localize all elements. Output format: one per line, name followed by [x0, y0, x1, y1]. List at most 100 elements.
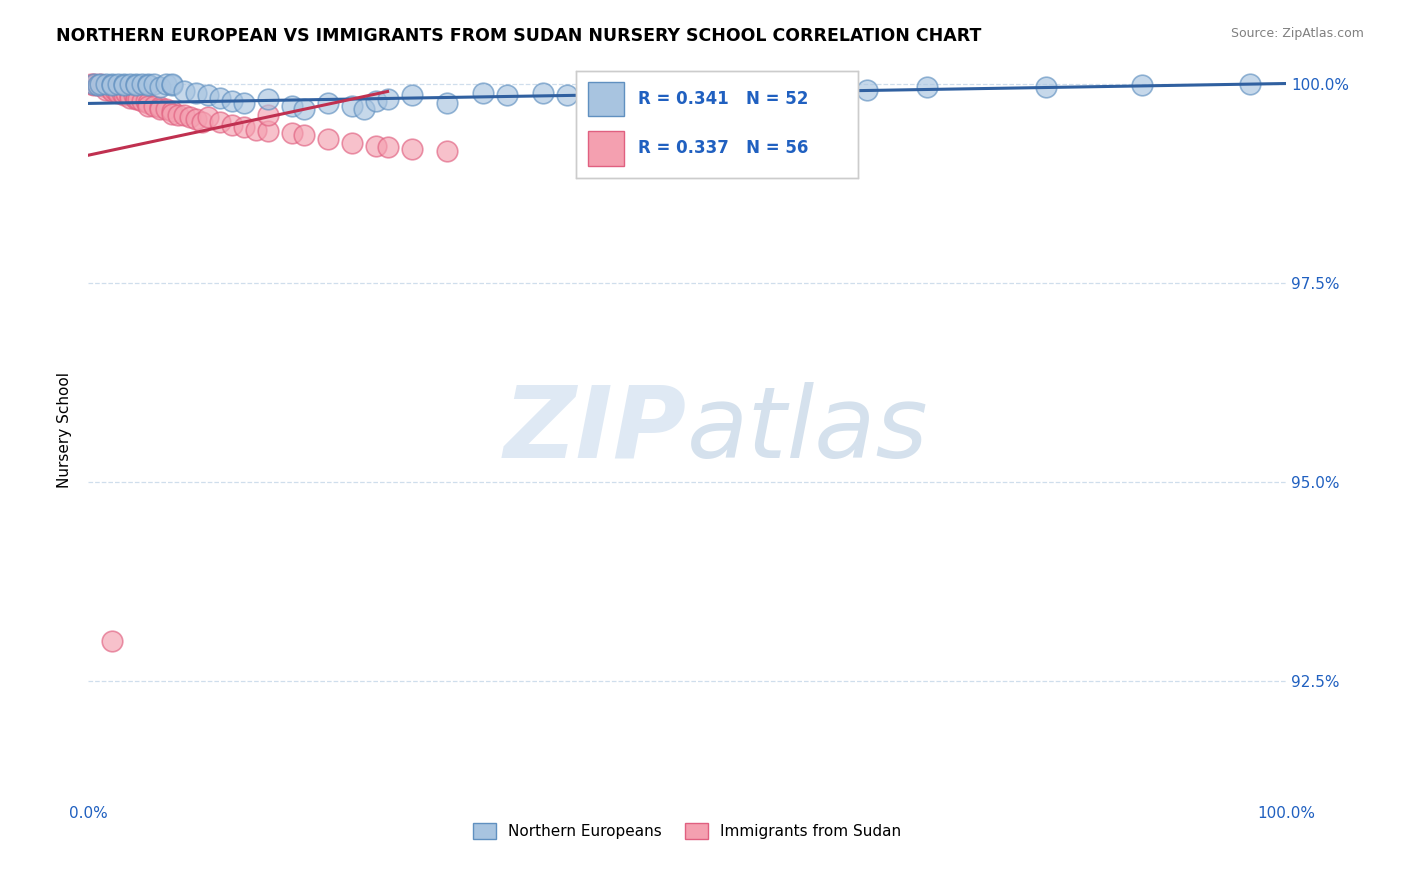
Point	[281, 99, 304, 113]
Point	[436, 96, 458, 111]
Point	[98, 80, 121, 95]
Point	[173, 108, 195, 122]
Point	[149, 80, 172, 95]
Point	[101, 83, 124, 97]
Point	[120, 77, 142, 91]
Point	[915, 80, 938, 95]
Point	[94, 77, 117, 91]
Point	[127, 92, 149, 106]
Point	[340, 99, 363, 113]
Point	[135, 94, 157, 108]
Point	[89, 77, 111, 91]
Point	[143, 99, 166, 113]
Point	[232, 120, 254, 135]
Point	[89, 78, 111, 92]
Point	[107, 77, 129, 91]
Point	[221, 94, 243, 108]
Point	[91, 78, 114, 92]
Point	[125, 78, 148, 92]
Point	[592, 85, 614, 99]
Point	[173, 85, 195, 99]
Point	[107, 85, 129, 99]
Point	[184, 86, 207, 100]
Point	[377, 140, 399, 154]
Point	[103, 83, 125, 97]
Point	[1130, 78, 1153, 92]
Point	[87, 78, 110, 92]
Point	[111, 86, 134, 100]
Point	[136, 99, 159, 113]
Point	[112, 88, 135, 103]
Bar	[588, 131, 624, 166]
Point	[221, 118, 243, 132]
Point	[555, 88, 578, 103]
Point	[107, 86, 129, 100]
Point	[1035, 80, 1057, 95]
Point	[94, 80, 117, 95]
Point	[136, 96, 159, 111]
Point	[101, 78, 124, 92]
Point	[83, 77, 105, 91]
Point	[292, 102, 315, 116]
Point	[197, 88, 219, 103]
Bar	[588, 82, 624, 116]
Text: R = 0.337   N = 56: R = 0.337 N = 56	[638, 139, 808, 157]
Point	[364, 94, 387, 108]
Point	[281, 126, 304, 140]
Point	[79, 77, 101, 91]
Point	[160, 77, 183, 91]
Point	[353, 102, 375, 116]
Point	[112, 85, 135, 99]
Point	[531, 86, 554, 100]
Point	[101, 634, 124, 648]
Text: atlas: atlas	[688, 382, 929, 479]
Legend: Northern Europeans, Immigrants from Sudan: Northern Europeans, Immigrants from Suda…	[467, 817, 907, 845]
Text: R = 0.341   N = 52: R = 0.341 N = 52	[638, 90, 808, 108]
Point	[131, 77, 153, 91]
Point	[1239, 77, 1261, 91]
Point	[256, 108, 278, 122]
Point	[167, 108, 190, 122]
Point	[125, 92, 148, 106]
Point	[316, 96, 339, 111]
Point	[89, 77, 111, 91]
Point	[179, 110, 201, 124]
Point	[256, 124, 278, 138]
Text: Source: ZipAtlas.com: Source: ZipAtlas.com	[1230, 27, 1364, 40]
Point	[131, 94, 153, 108]
Point	[364, 138, 387, 153]
Point	[616, 86, 638, 100]
Point	[245, 122, 267, 136]
Point	[316, 132, 339, 146]
Point	[340, 136, 363, 151]
Point	[160, 107, 183, 121]
Point	[87, 78, 110, 92]
Point	[94, 83, 117, 97]
Point	[155, 102, 177, 116]
Text: NORTHERN EUROPEAN VS IMMIGRANTS FROM SUDAN NURSERY SCHOOL CORRELATION CHART: NORTHERN EUROPEAN VS IMMIGRANTS FROM SUD…	[56, 27, 981, 45]
Point	[377, 92, 399, 106]
Point	[197, 110, 219, 124]
Point	[101, 77, 124, 91]
Point	[160, 104, 183, 119]
Point	[496, 88, 519, 103]
Point	[855, 83, 877, 97]
Text: ZIP: ZIP	[505, 382, 688, 479]
Point	[208, 115, 231, 129]
Point	[191, 115, 214, 129]
Y-axis label: Nursery School: Nursery School	[58, 372, 72, 488]
Point	[120, 88, 142, 103]
Point	[652, 88, 675, 103]
Point	[160, 78, 183, 92]
Point	[292, 128, 315, 143]
Point	[401, 142, 423, 156]
Point	[472, 86, 495, 100]
Point	[122, 88, 145, 103]
Point	[125, 91, 148, 105]
Point	[735, 88, 758, 103]
Point	[115, 86, 138, 100]
Point	[125, 77, 148, 91]
Point	[136, 77, 159, 91]
Point	[401, 88, 423, 103]
Point	[83, 78, 105, 92]
